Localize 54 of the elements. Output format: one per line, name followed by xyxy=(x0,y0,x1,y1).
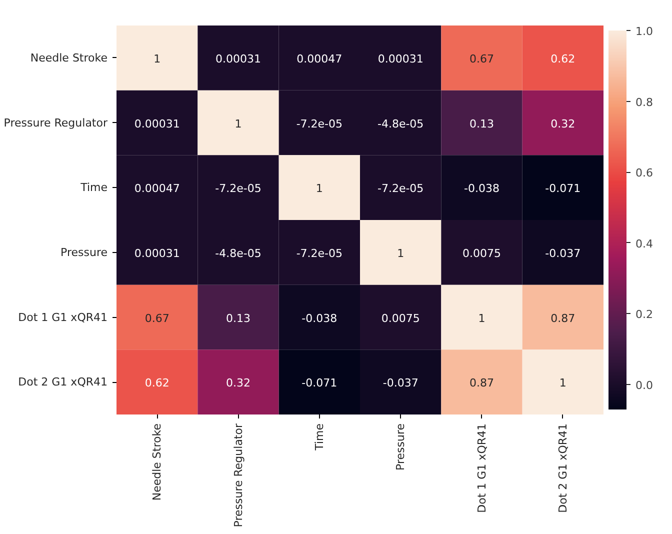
data-label: -7.2e-05 xyxy=(296,117,343,130)
data-label: 1 xyxy=(559,376,566,390)
data-label: 0.00031 xyxy=(216,52,262,66)
data-label: 0.87 xyxy=(550,312,576,325)
y-tick-label: Dot 1 G1 xQR41 xyxy=(18,310,108,324)
y-tick-label: Pressure xyxy=(60,246,108,259)
data-label: 0.00047 xyxy=(296,52,342,66)
data-label: -4.8e-05 xyxy=(215,246,262,260)
color-bar-label: 0.6 xyxy=(636,166,653,180)
x-tick-label: Needle Stroke xyxy=(150,423,164,501)
data-label: -0.037 xyxy=(382,376,418,390)
data-label: 1 xyxy=(478,312,486,325)
data-label: -0.038 xyxy=(464,182,500,196)
data-label: 0.0075 xyxy=(381,312,420,325)
data-label: 0.0075 xyxy=(462,246,502,260)
data-label: 0.13 xyxy=(226,312,251,325)
color-bar-label: 0.0 xyxy=(636,378,653,392)
x-tick-label: Pressure Regulator xyxy=(232,423,245,528)
data-label: 0.62 xyxy=(144,376,170,390)
y-tick-label: Needle Stroke xyxy=(30,51,108,64)
x-tick-label: Dot 1 G1 xQR41 xyxy=(475,423,488,513)
data-label: 0.32 xyxy=(226,376,251,390)
data-label: 1 xyxy=(316,182,323,196)
data-label: -7.2e-05 xyxy=(296,246,343,260)
data-label: -7.2e-05 xyxy=(215,182,262,196)
data-label: -7.2e-05 xyxy=(377,182,424,196)
data-label: 0.00031 xyxy=(134,246,180,260)
x-tick-label: Pressure xyxy=(394,423,408,470)
y-tick-label: Dot 2 G1 xQR41 xyxy=(18,376,108,389)
data-label: 0.87 xyxy=(470,376,494,390)
color-bar-label: 0.4 xyxy=(636,237,653,250)
data-label: -0.071 xyxy=(302,376,338,390)
data-label: 0.00047 xyxy=(134,182,180,196)
y-tick-label: Pressure Regulator xyxy=(4,116,108,130)
y-tick-label: Time xyxy=(80,181,108,194)
data-label: 0.67 xyxy=(470,52,494,66)
data-label: 1 xyxy=(154,52,161,66)
data-label: -0.038 xyxy=(302,312,338,325)
data-label: 0.67 xyxy=(144,312,170,325)
data-label: 0.32 xyxy=(550,117,576,130)
data-label: 1 xyxy=(234,117,242,130)
color-bar-label: 0.2 xyxy=(636,308,653,322)
data-label: -0.071 xyxy=(545,182,581,196)
color-bar-label: 0.8 xyxy=(636,96,653,109)
data-label: 1 xyxy=(397,246,404,260)
data-label: 0.00031 xyxy=(378,52,424,66)
data-label: -4.8e-05 xyxy=(377,117,424,130)
data-label: 0.00031 xyxy=(134,117,180,130)
color-bar-label: 1.0 xyxy=(636,25,653,38)
data-label: 0.62 xyxy=(550,52,576,66)
x-tick-label: Dot 2 G1 xQR41 xyxy=(556,423,570,513)
data-label: 0.13 xyxy=(470,117,494,130)
x-tick-label: Time xyxy=(312,423,326,452)
data-label: -0.037 xyxy=(545,246,581,260)
